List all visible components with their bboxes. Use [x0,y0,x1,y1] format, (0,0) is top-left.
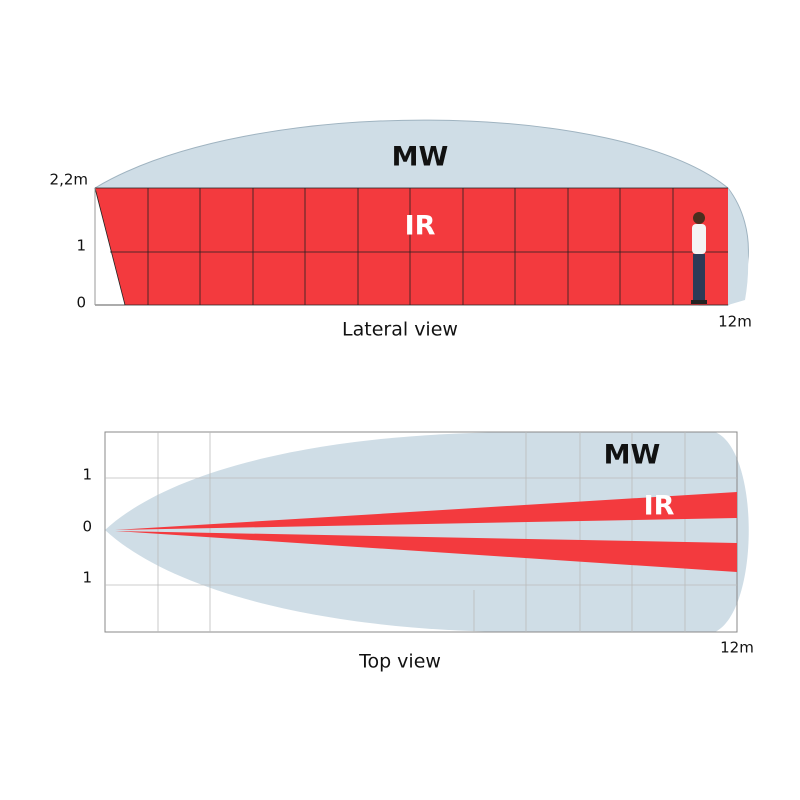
view-title: Top view [358,651,441,673]
mw-label: MW [392,142,449,173]
mw-edge [728,188,749,305]
ir-grid [94,187,728,306]
ir-label: IR [405,211,436,242]
view-title: Lateral view [342,319,458,341]
person [691,212,707,304]
ir-label: IR [644,491,675,522]
x-end-label: 12m [720,639,754,657]
y-label: 0 [82,518,92,536]
y-label: 0 [76,294,86,312]
x-end-label: 12m [718,313,752,331]
y-label: 1 [82,569,92,587]
mw-zone [105,432,749,632]
ir-zone [95,188,728,305]
mw-label: MW [604,440,661,471]
y-label: 1 [76,237,86,255]
ir-beam [115,492,737,530]
top-view: MW IR 1 0 1 12m Top view [82,431,754,673]
lateral-view: MW IR 2,2m 1 0 12m Lateral view [50,119,752,341]
ir-beam [115,531,737,572]
y-label: 1 [82,466,92,484]
y-label: 2,2m [50,171,88,189]
grid [104,431,738,633]
